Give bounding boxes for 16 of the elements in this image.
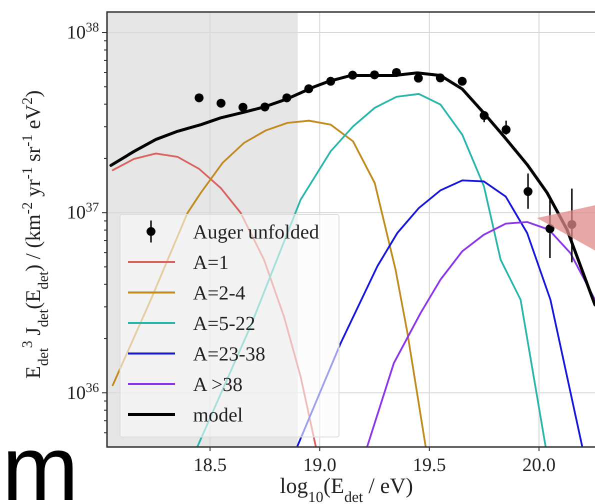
text: m xyxy=(2,418,79,504)
y-tick-label: 10$^{36}$ xyxy=(66,379,100,404)
y-tick-label: 10$^{37}$ xyxy=(66,199,100,224)
legend-label: Auger unfolded xyxy=(193,222,320,244)
x-tick-label: 18.5 xyxy=(193,455,227,476)
y-tick-label: 10$^{38}$ xyxy=(66,19,100,44)
x-tick-label: 19.0 xyxy=(303,455,336,476)
legend-label: model xyxy=(193,404,244,426)
legend-label: A >38 xyxy=(193,374,243,396)
x-axis-title: log$_{10}$(E$_{det}$ / eV) xyxy=(280,473,414,504)
legend-label: A=2-4 xyxy=(193,282,246,304)
legend-label: A=5-22 xyxy=(193,313,256,335)
x-tick-label: 20.0 xyxy=(522,455,556,476)
legend-label: A=23-38 xyxy=(193,344,266,366)
x-tick-label: 19.5 xyxy=(412,455,446,476)
legend-label: A=1 xyxy=(193,252,229,274)
